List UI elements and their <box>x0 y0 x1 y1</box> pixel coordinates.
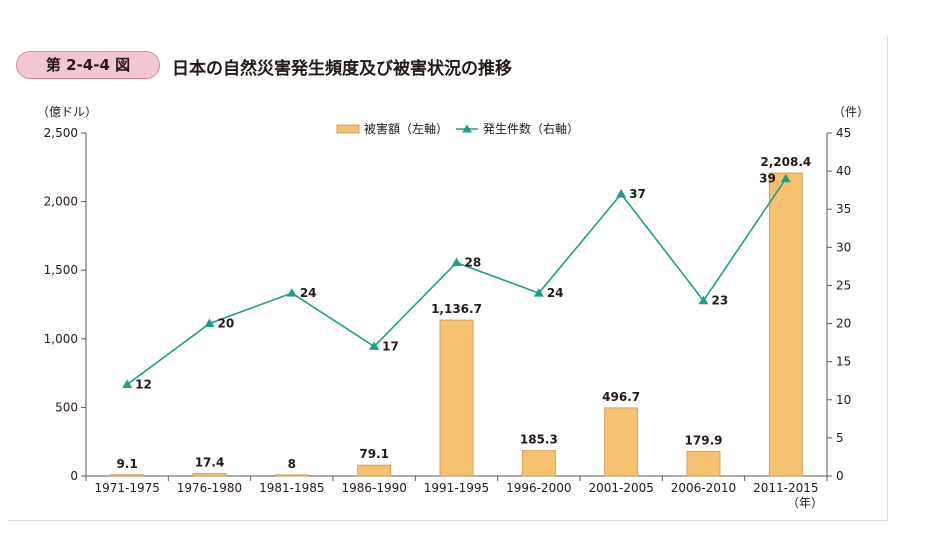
right-axis-tick-label: 20 <box>836 317 851 331</box>
line-marker <box>616 188 627 198</box>
figure-title: 日本の自然災害発生頻度及び被害状況の推移 <box>172 59 512 79</box>
bar-data-label: 8 <box>288 457 296 471</box>
line-marker <box>204 318 215 328</box>
line-marker <box>698 295 709 305</box>
bar-data-label: 79.1 <box>359 447 389 461</box>
legend-bar-swatch <box>336 124 360 134</box>
x-axis-tick-label: 1981-1985 <box>259 481 324 495</box>
x-axis-tick-label: 1986-1990 <box>341 481 406 495</box>
frame-line-right <box>887 36 888 521</box>
bar <box>192 473 227 477</box>
x-axis-tick-label: 2006-2010 <box>671 481 736 495</box>
bar <box>110 474 145 477</box>
bar <box>604 407 639 477</box>
bar <box>439 319 474 477</box>
line-marker <box>286 288 297 297</box>
x-axis-unit: （年） <box>787 496 823 510</box>
x-axis-tick-label: 1976-1980 <box>177 481 242 495</box>
line-data-label: 39 <box>759 172 776 186</box>
line-marker <box>780 173 791 183</box>
bar-data-label: 179.9 <box>685 433 723 447</box>
bar-data-label: 496.7 <box>602 390 640 404</box>
bar <box>768 172 803 477</box>
right-axis-unit: （件） <box>833 105 869 119</box>
legend-line-marker <box>462 124 472 133</box>
right-axis-tick-label: 45 <box>836 126 851 140</box>
line-marker <box>451 257 462 267</box>
bar-data-label: 9.1 <box>117 457 138 471</box>
line-marker <box>533 288 544 297</box>
bar <box>686 450 721 477</box>
right-axis-tick-label: 0 <box>836 469 844 483</box>
x-axis-tick-label: 1996-2000 <box>506 481 571 495</box>
right-axis-tick-label: 25 <box>836 278 851 292</box>
bar <box>521 450 556 477</box>
left-axis-tick-label: 2,000 <box>44 195 78 209</box>
line-data-label: 17 <box>382 339 399 353</box>
bar-data-label: 185.3 <box>520 433 558 447</box>
legend-bar-label: 被害額（左軸） <box>364 121 448 136</box>
legend: 被害額（左軸） 発生件数（右軸） <box>336 121 579 136</box>
x-axis-tick-label: 2001-2005 <box>588 481 653 495</box>
bar-data-label: 1,136.7 <box>431 302 482 316</box>
left-axis-tick-label: 1,000 <box>44 332 78 346</box>
line-marker <box>369 341 380 350</box>
right-axis-tick-label: 15 <box>836 355 851 369</box>
figure-number-badge: 第 2-4-4 図 <box>16 51 160 79</box>
line-marker <box>122 379 133 389</box>
line-data-label: 37 <box>629 187 646 201</box>
bar-data-label: 17.4 <box>195 456 225 470</box>
x-axis-tick-label: 2011-2015 <box>753 481 818 495</box>
legend-line-label: 発生件数（右軸） <box>483 121 579 136</box>
left-axis-tick-label: 500 <box>55 400 78 414</box>
right-axis-tick-label: 10 <box>836 393 851 407</box>
left-axis-tick-label: 2,500 <box>44 126 78 140</box>
right-axis-tick-label: 30 <box>836 240 851 254</box>
bar <box>274 474 309 477</box>
right-axis-tick-label: 35 <box>836 202 851 216</box>
bar-data-label: 2,208.4 <box>760 155 811 169</box>
line-data-label: 28 <box>465 256 482 270</box>
bar <box>357 464 392 477</box>
left-axis-tick-label: 1,500 <box>44 263 78 277</box>
left-axis-unit: （億ドル） <box>37 105 97 119</box>
frame-line-bottom <box>8 520 888 521</box>
left-axis-tick-label: 0 <box>70 469 78 483</box>
line-data-label: 20 <box>218 317 235 331</box>
line-data-label: 23 <box>712 294 729 308</box>
right-axis-tick-label: 5 <box>836 431 844 445</box>
x-axis-tick-label: 1971-1975 <box>94 481 159 495</box>
line-data-label: 24 <box>547 286 564 300</box>
x-axis-tick-label: 1991-1995 <box>424 481 489 495</box>
line-data-label: 24 <box>300 286 317 300</box>
line-data-label: 12 <box>135 378 152 392</box>
right-axis-tick-label: 40 <box>836 164 851 178</box>
